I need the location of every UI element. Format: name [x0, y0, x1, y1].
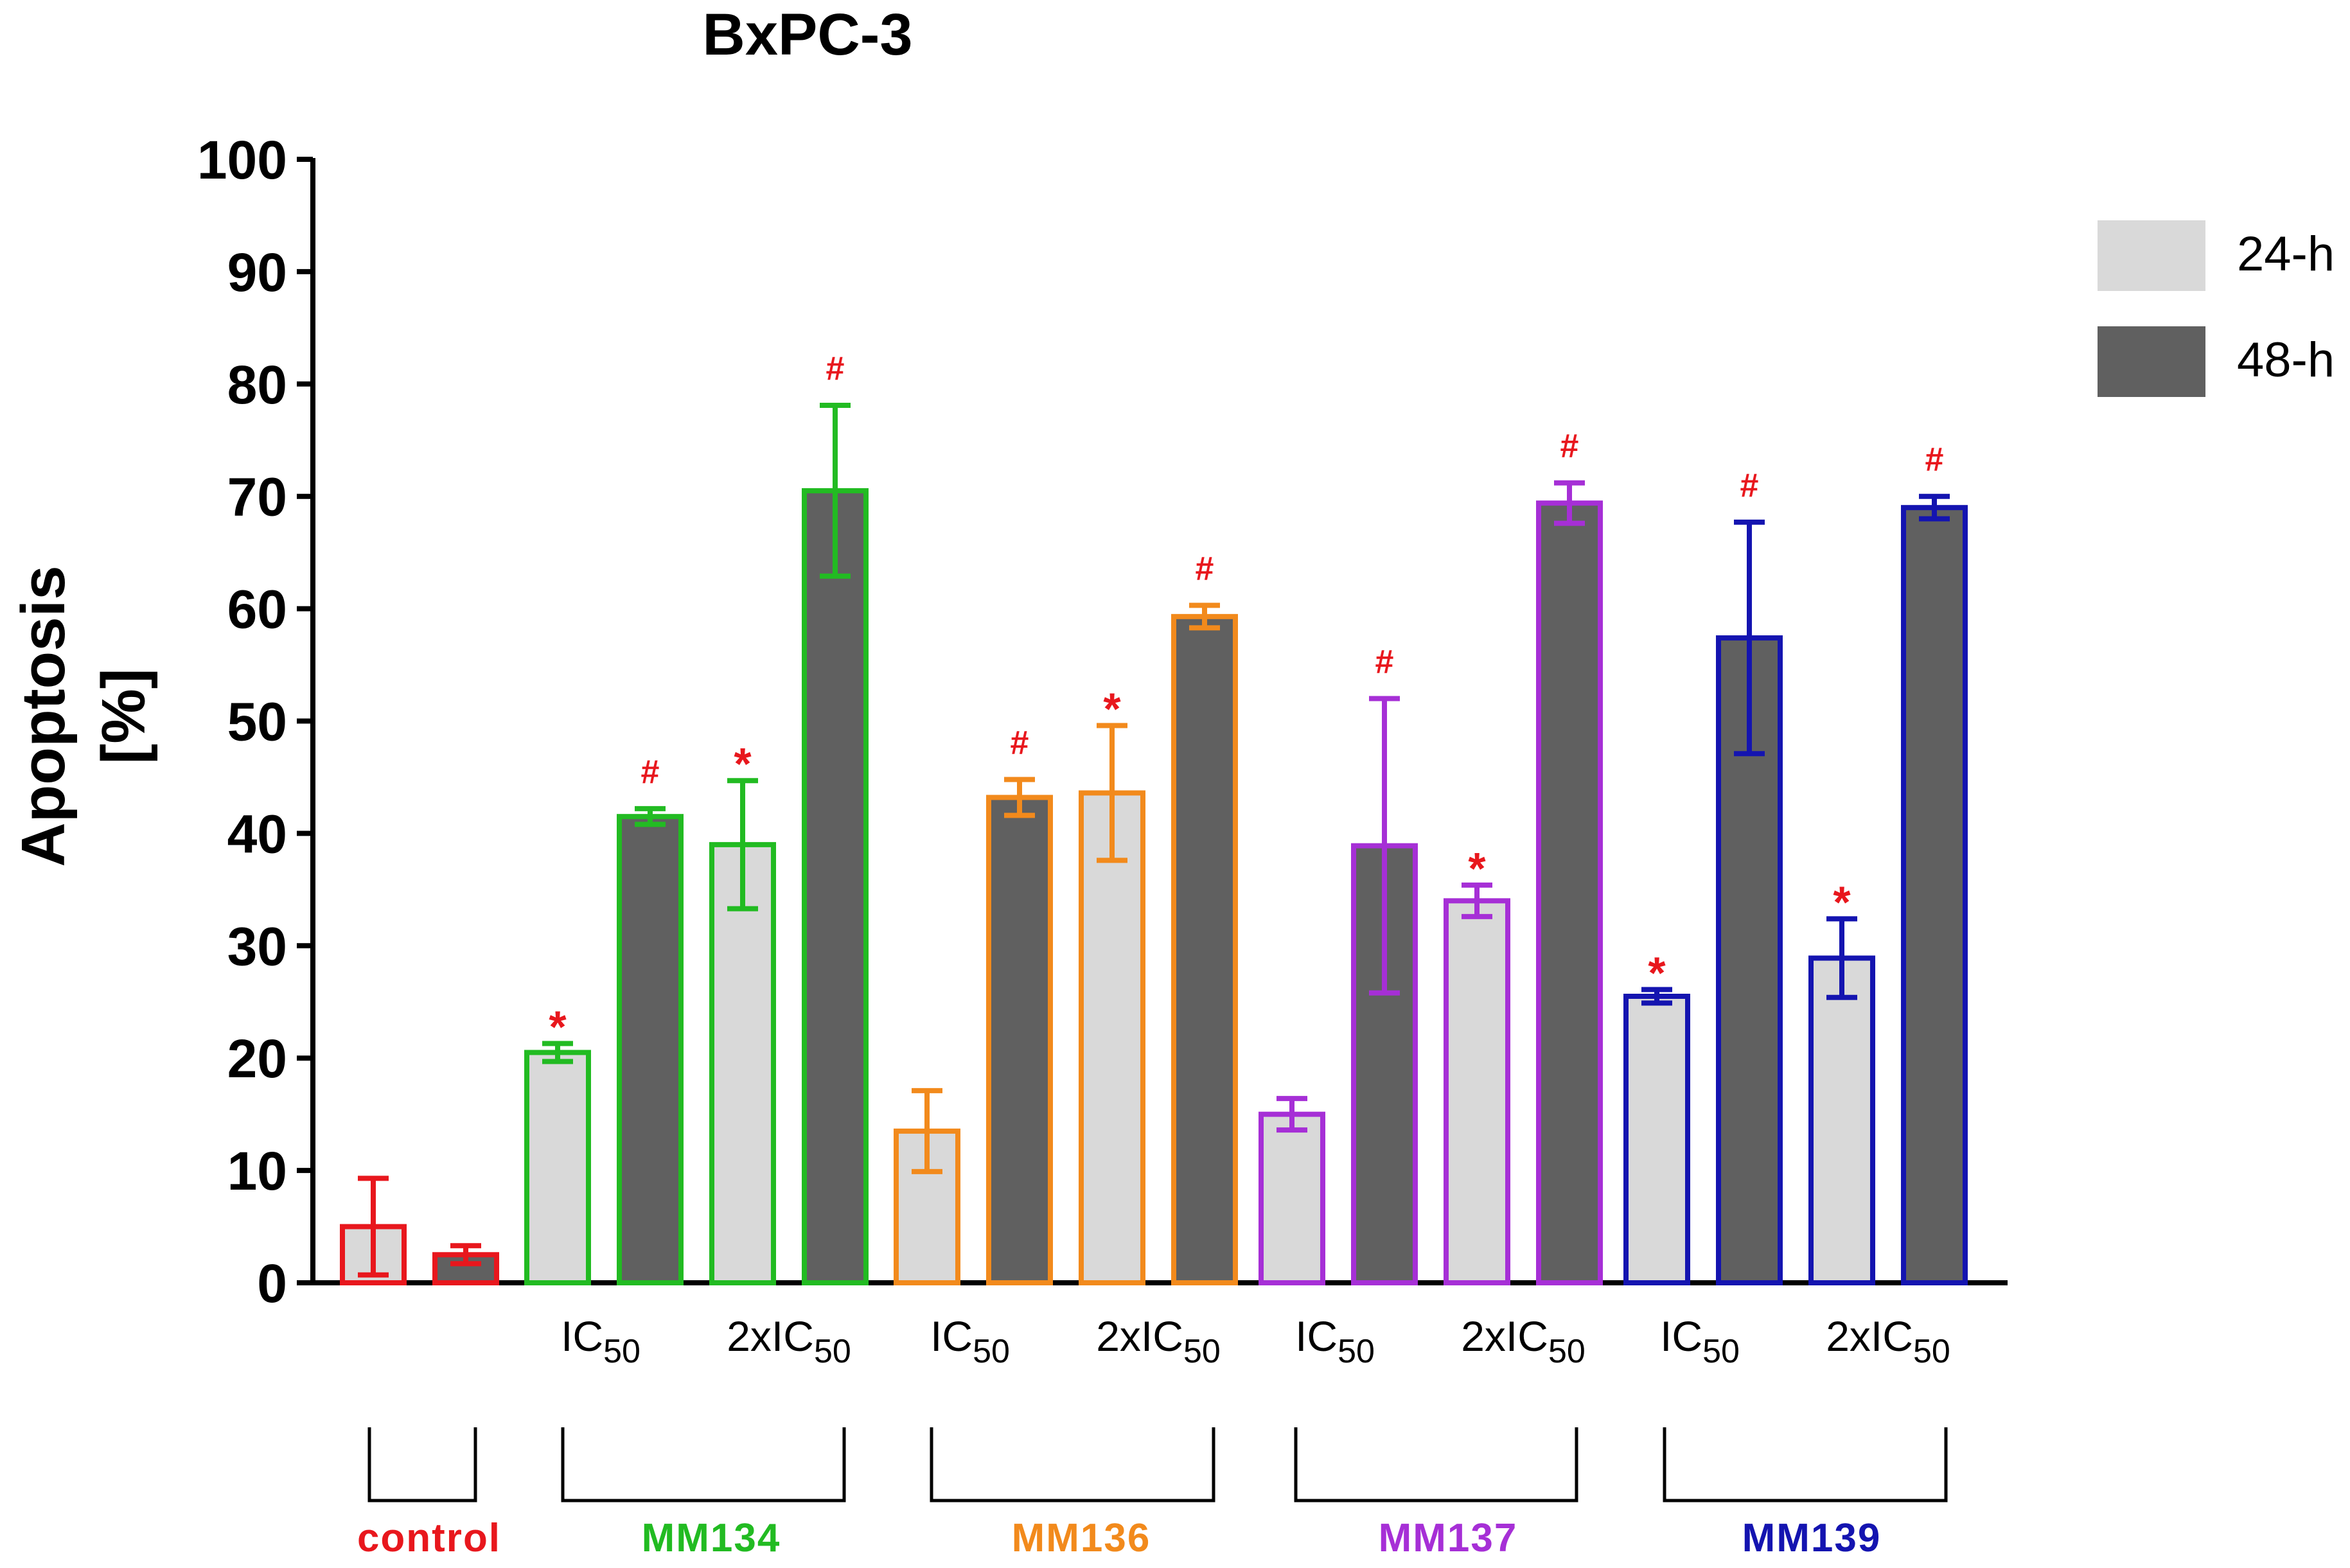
subscript: 50 — [814, 1333, 851, 1370]
significance-mark: * — [1833, 877, 1851, 927]
concentration-label: 2xIC50 — [1096, 1312, 1221, 1370]
chart-title: BxPC-3 — [702, 2, 912, 67]
subscript: 50 — [1548, 1333, 1586, 1370]
bar — [709, 841, 776, 1285]
group-label: MM137 — [1379, 1516, 1518, 1560]
group-bracket — [1294, 1427, 1578, 1502]
subscript: 50 — [603, 1333, 641, 1370]
concentration-label: 2xIC50 — [727, 1312, 851, 1370]
y-tick-label: 50 — [227, 692, 287, 752]
significance-mark: # — [1011, 724, 1029, 761]
concentration-label: IC50 — [930, 1312, 1010, 1370]
concentration-label: IC50 — [1660, 1312, 1740, 1370]
group-bracket — [1663, 1427, 1948, 1502]
concentration-label: 2xIC50 — [1461, 1312, 1586, 1370]
group-control — [340, 1176, 499, 1286]
y-tick-label: 0 — [257, 1253, 287, 1314]
bars: * # * # # * # # * # * # * # — [340, 350, 1968, 1286]
bar — [1259, 1111, 1325, 1286]
subscript: 50 — [973, 1333, 1010, 1370]
bar — [1079, 790, 1145, 1286]
y-tick-label: 80 — [227, 355, 287, 415]
concentration-label: IC50 — [1295, 1312, 1375, 1370]
legend-swatch — [2098, 220, 2205, 291]
bar — [1623, 994, 1690, 1285]
bar — [1171, 613, 1238, 1285]
y-tick-label: 20 — [227, 1028, 287, 1089]
significance-mark: * — [734, 739, 752, 789]
bar — [986, 795, 1053, 1285]
group-bracket — [367, 1427, 477, 1502]
significance-mark: # — [1560, 428, 1579, 465]
group-MM134: * # * # — [524, 350, 869, 1286]
group-MM136: # * # — [894, 550, 1238, 1286]
significance-mark: * — [1103, 683, 1121, 734]
significance-mark: # — [1740, 467, 1759, 504]
y-axis-label: Apoptosis — [9, 565, 78, 867]
y-axis-unit-label: [%] — [89, 668, 158, 764]
bar — [524, 1050, 591, 1285]
group-bracket — [561, 1427, 846, 1502]
y-tick-label: 90 — [227, 242, 287, 303]
y-tick-label: 40 — [227, 804, 287, 864]
group-label: MM139 — [1742, 1516, 1882, 1560]
legend-swatch — [2098, 326, 2205, 397]
legend: 24-h 48-h — [2098, 220, 2335, 397]
x-tick-labels: IC50 2xIC50 IC50 2xIC50 IC50 2xIC50 IC50 2xIC50 — [561, 1312, 1950, 1370]
group-label: MM136 — [1012, 1516, 1151, 1560]
significance-mark: # — [1375, 644, 1394, 681]
group-label: MM134 — [642, 1516, 781, 1560]
bar — [1444, 898, 1510, 1285]
bar — [617, 814, 684, 1286]
legend-label: 24-h — [2237, 227, 2335, 281]
significance-mark: * — [1648, 948, 1666, 998]
significance-mark: # — [1196, 550, 1214, 587]
y-tick-label: 70 — [227, 467, 287, 527]
subscript: 50 — [1183, 1333, 1221, 1370]
significance-mark: # — [1925, 441, 1944, 479]
group-label: control — [357, 1516, 501, 1560]
subscript: 50 — [1338, 1333, 1375, 1370]
concentration-label: IC50 — [561, 1312, 641, 1370]
significance-mark: # — [826, 350, 845, 387]
bar — [802, 488, 869, 1286]
subscript: 50 — [1702, 1333, 1740, 1370]
group-MM139: * # * # — [1623, 441, 1968, 1286]
bar — [1536, 500, 1603, 1285]
concentration-label: 2xIC50 — [1826, 1312, 1950, 1370]
legend-label: 48-h — [2237, 333, 2335, 387]
bar — [1808, 955, 1875, 1285]
significance-mark: * — [549, 1001, 567, 1052]
significance-mark: * — [1468, 843, 1486, 894]
subscript: 50 — [1913, 1333, 1950, 1370]
significance-mark: # — [641, 753, 660, 791]
y-tick-label: 100 — [197, 130, 287, 190]
y-tick-label: 30 — [227, 916, 287, 976]
y-tick-label: 60 — [227, 579, 287, 640]
group-MM137: # * # — [1259, 428, 1603, 1286]
y-axis: 0 10 20 30 40 50 60 70 80 90 100 — [197, 130, 2008, 1314]
y-tick-label: 10 — [227, 1141, 287, 1201]
group-bracket — [930, 1427, 1215, 1502]
group-brackets: control MM134 MM136 MM137 MM139 — [357, 1427, 1948, 1560]
bar — [1901, 505, 1968, 1286]
